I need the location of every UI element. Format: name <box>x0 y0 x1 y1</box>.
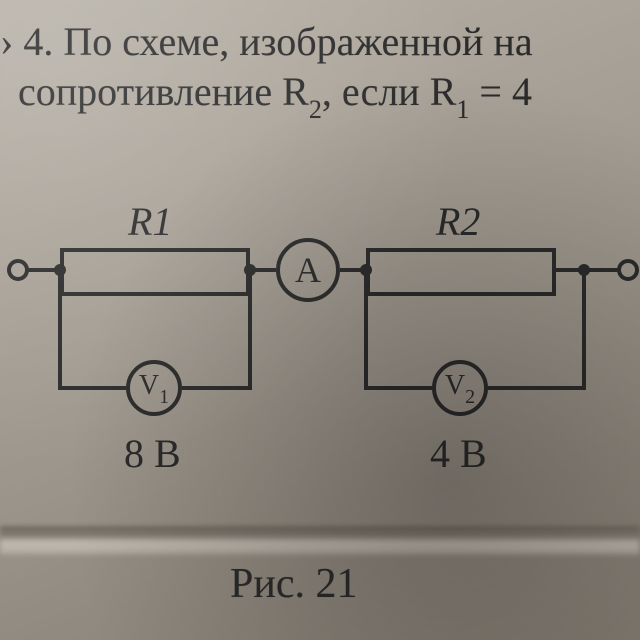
resistor-r1 <box>60 248 250 296</box>
line2-sub-r1: 1 <box>456 95 469 124</box>
resistor-r2 <box>366 248 556 296</box>
figure-caption: Рис. 21 <box>230 560 357 608</box>
wire-v1-bottom-right <box>182 386 252 390</box>
line2-mid: , если R <box>322 69 457 114</box>
page: › 4. По схеме, изображенной на сопротивл… <box>0 0 640 640</box>
line2-sub-r2: 2 <box>309 95 322 124</box>
torn-edge-highlight <box>0 540 640 554</box>
wire-v1-drop-left <box>58 270 62 388</box>
line2-suffix: = 4 <box>469 69 532 114</box>
v2-sub: 2 <box>465 386 475 408</box>
problem-text-line-1: › 4. По схеме, изображенной на <box>0 18 533 65</box>
wire-v2-drop-left <box>364 270 368 388</box>
v2-letter: V <box>445 370 465 401</box>
wire-v1-bottom-left <box>58 386 126 390</box>
label-r2: R2 <box>436 198 480 245</box>
torn-edge <box>0 526 640 538</box>
problem-text-line-2: сопротивление R2, если R1 = 4 <box>18 68 532 121</box>
v1-sub: 1 <box>159 386 169 408</box>
ammeter-label: A <box>295 252 321 288</box>
wire-v2-drop-right <box>582 270 586 390</box>
label-r1: R1 <box>128 198 172 245</box>
terminal-right <box>617 259 639 281</box>
voltmeter-v2-label: V2 <box>445 372 475 405</box>
voltmeter-v1: V1 <box>126 360 182 416</box>
wire-v2-bottom-left <box>364 386 432 390</box>
line2-prefix: сопротивление R <box>18 69 309 114</box>
v1-letter: V <box>139 370 159 401</box>
value-v1: 8 В <box>124 430 181 477</box>
wire-v1-drop-right <box>248 270 252 390</box>
voltmeter-v2: V2 <box>432 360 488 416</box>
value-v2: 4 В <box>430 430 487 477</box>
ammeter: A <box>276 238 340 302</box>
wire-v2-bottom-right <box>488 386 586 390</box>
voltmeter-v1-label: V1 <box>139 372 169 405</box>
